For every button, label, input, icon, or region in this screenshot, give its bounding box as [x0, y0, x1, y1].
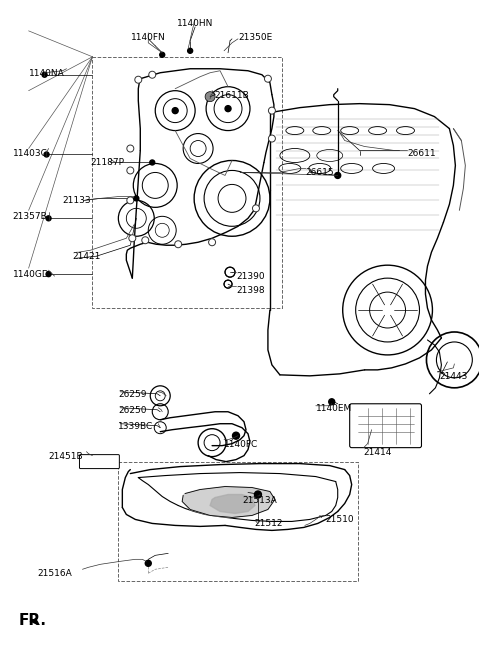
Circle shape	[127, 167, 134, 174]
Circle shape	[268, 135, 276, 142]
Text: 26259: 26259	[119, 390, 147, 399]
Circle shape	[188, 48, 192, 53]
Text: 1339BC: 1339BC	[119, 422, 154, 431]
Text: 21443: 21443	[439, 372, 468, 381]
Circle shape	[172, 108, 178, 113]
Circle shape	[329, 399, 335, 405]
Circle shape	[42, 72, 47, 77]
Text: 21350E: 21350E	[238, 33, 272, 42]
Text: 1140FN: 1140FN	[131, 33, 166, 42]
Text: 21398: 21398	[236, 286, 264, 295]
Circle shape	[160, 52, 165, 57]
Text: 21451B: 21451B	[48, 452, 83, 460]
Text: 21390: 21390	[236, 272, 264, 281]
Circle shape	[134, 196, 139, 201]
Circle shape	[264, 75, 271, 82]
Text: FR.: FR.	[19, 613, 47, 628]
Text: 26611: 26611	[408, 149, 436, 158]
Text: 21513A: 21513A	[242, 496, 277, 505]
Text: 21133: 21133	[62, 196, 91, 205]
Circle shape	[46, 272, 51, 276]
Circle shape	[150, 160, 155, 165]
Bar	[93, 57, 282, 308]
Circle shape	[335, 172, 341, 179]
Text: 21516A: 21516A	[38, 569, 72, 578]
Circle shape	[135, 76, 142, 83]
Text: 21187P: 21187P	[90, 158, 124, 168]
Circle shape	[44, 152, 49, 157]
Circle shape	[268, 107, 276, 114]
Text: 21421: 21421	[72, 252, 101, 261]
Text: 21512: 21512	[254, 520, 282, 528]
FancyBboxPatch shape	[80, 454, 120, 469]
Text: 1140NA: 1140NA	[29, 68, 64, 78]
Circle shape	[232, 432, 240, 439]
Circle shape	[149, 71, 156, 78]
Circle shape	[127, 197, 134, 204]
Circle shape	[129, 235, 136, 242]
Text: 11403C: 11403C	[12, 149, 48, 158]
Text: 1140GD: 1140GD	[12, 270, 49, 279]
Circle shape	[142, 237, 149, 244]
Circle shape	[145, 560, 151, 567]
Circle shape	[46, 216, 51, 221]
FancyBboxPatch shape	[350, 404, 421, 448]
Text: 26250: 26250	[119, 406, 147, 415]
Text: 26615: 26615	[306, 168, 335, 177]
Text: 1140HN: 1140HN	[177, 19, 213, 28]
Polygon shape	[210, 494, 255, 514]
Circle shape	[252, 205, 260, 212]
Text: 1140FC: 1140FC	[224, 439, 258, 449]
Text: 21414: 21414	[364, 448, 392, 456]
Circle shape	[205, 92, 215, 102]
Text: 1140EM: 1140EM	[316, 404, 352, 413]
Text: 21611B: 21611B	[214, 91, 249, 100]
Polygon shape	[182, 486, 275, 518]
Circle shape	[254, 491, 262, 498]
Circle shape	[225, 106, 231, 111]
Circle shape	[175, 241, 181, 248]
Text: 21357B: 21357B	[12, 213, 48, 221]
Bar	[119, 462, 358, 582]
Text: 21510: 21510	[326, 516, 354, 524]
Circle shape	[209, 239, 216, 246]
Circle shape	[127, 145, 134, 152]
